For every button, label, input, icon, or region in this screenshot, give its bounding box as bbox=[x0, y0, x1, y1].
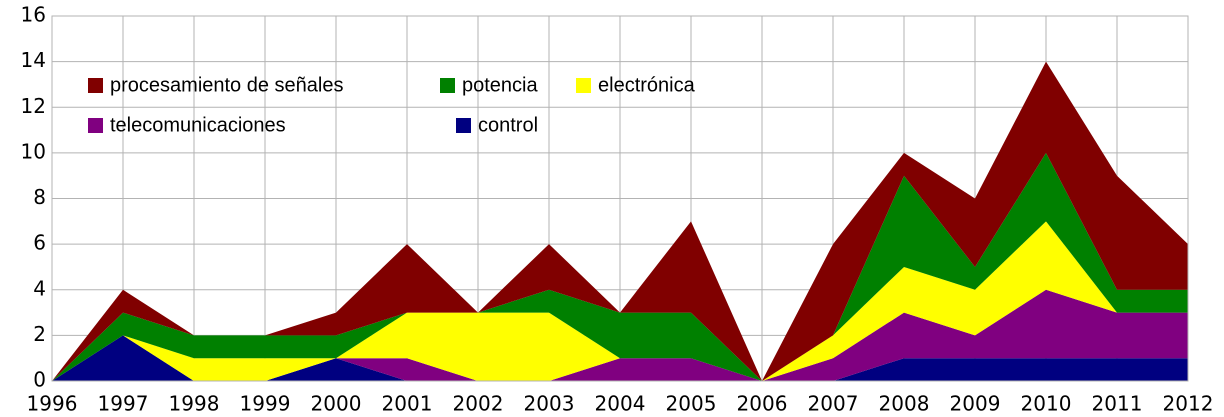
x-tick-label: 2001 bbox=[382, 392, 433, 416]
legend-swatch bbox=[576, 78, 591, 93]
area bbox=[52, 335, 1188, 381]
x-tick-label: 2011 bbox=[1092, 392, 1143, 416]
y-tick-label: 14 bbox=[21, 48, 46, 72]
legend-label: potencia bbox=[462, 74, 538, 96]
x-tick-label: 2008 bbox=[879, 392, 930, 416]
legend-label: electrónica bbox=[598, 74, 696, 96]
legend-swatch bbox=[88, 78, 103, 93]
area bbox=[52, 61, 1188, 381]
x-tick-label: 2005 bbox=[666, 392, 717, 416]
x-tick-label: 1997 bbox=[98, 392, 149, 416]
legend-swatch bbox=[440, 78, 455, 93]
x-tick-label: 2003 bbox=[524, 392, 575, 416]
legend-swatch bbox=[456, 118, 471, 133]
y-tick-label: 6 bbox=[33, 231, 46, 255]
x-tick-label: 2000 bbox=[311, 392, 362, 416]
x-tick-label: 2002 bbox=[453, 392, 504, 416]
x-tick-label: 1998 bbox=[169, 392, 220, 416]
x-tick-label: 1999 bbox=[240, 392, 291, 416]
x-tick-label: 1996 bbox=[27, 392, 78, 416]
y-tick-label: 4 bbox=[33, 276, 46, 300]
y-tick-label: 8 bbox=[33, 185, 46, 209]
legend-swatch bbox=[88, 118, 103, 133]
legend-label: procesamiento de señales bbox=[110, 74, 343, 96]
x-tick-label: 2007 bbox=[808, 392, 859, 416]
legend-label: telecomunicaciones bbox=[110, 114, 286, 136]
area bbox=[52, 221, 1188, 381]
x-tick-label: 2006 bbox=[737, 392, 788, 416]
area bbox=[52, 152, 1188, 381]
y-tick-label: 10 bbox=[21, 139, 46, 163]
legend-label: control bbox=[478, 114, 538, 136]
x-tick-label: 2004 bbox=[595, 392, 646, 416]
x-tick-label: 2010 bbox=[1021, 392, 1072, 416]
y-tick-label: 2 bbox=[33, 322, 46, 346]
y-tick-label: 16 bbox=[21, 3, 46, 27]
plot-border bbox=[51, 15, 1189, 382]
y-tick-label: 0 bbox=[33, 368, 46, 392]
x-tick-label: 2009 bbox=[950, 392, 1001, 416]
x-tick-label: 2012 bbox=[1163, 392, 1214, 416]
y-tick-label: 12 bbox=[21, 94, 46, 118]
